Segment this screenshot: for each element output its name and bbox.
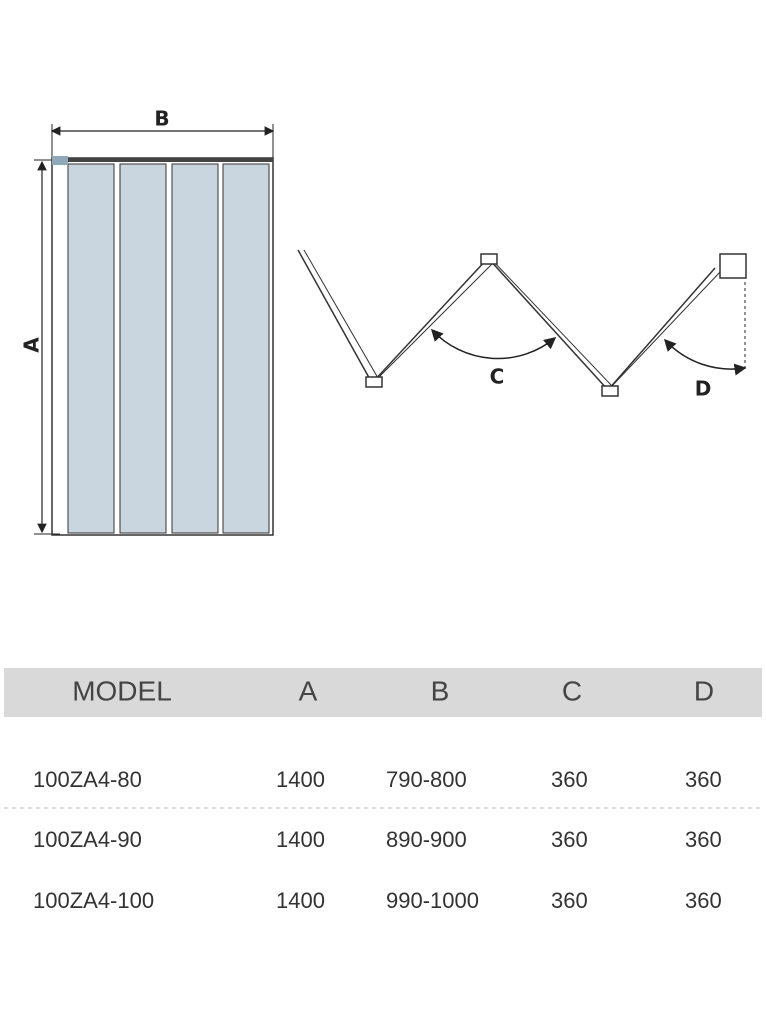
angle-arc-c xyxy=(430,328,557,360)
table-cell: 360 xyxy=(685,767,722,792)
header-cell: MODEL xyxy=(72,675,172,706)
label-c: C xyxy=(490,365,505,389)
header-cell: C xyxy=(562,675,582,706)
glass-panel xyxy=(222,163,270,534)
hinge xyxy=(365,376,383,388)
label-d: D xyxy=(695,377,712,401)
table-cell: 1400 xyxy=(276,827,325,852)
table-cell: 360 xyxy=(551,888,588,913)
table-cell: 100ZA4-80 xyxy=(33,767,142,792)
header-cell: B xyxy=(431,675,450,706)
table-cell: 790-800 xyxy=(386,767,467,792)
table-cell: 100ZA4-90 xyxy=(33,827,142,852)
glass-panel xyxy=(171,163,219,534)
table-cell: 890-900 xyxy=(386,827,467,852)
glass-panel xyxy=(67,163,115,534)
table-header-band xyxy=(4,668,762,717)
folded-panels xyxy=(303,249,721,387)
glass-panel xyxy=(119,163,167,534)
table-cell: 1400 xyxy=(276,767,325,792)
wall-bracket xyxy=(719,253,747,279)
table-cell: 360 xyxy=(685,888,722,913)
table-cell: 360 xyxy=(551,767,588,792)
top-view xyxy=(297,249,747,397)
table-cell: 1400 xyxy=(276,888,325,913)
label-b: B xyxy=(154,107,169,131)
folded-panels xyxy=(297,249,716,392)
table-cell: 100ZA4-100 xyxy=(33,888,154,913)
header-cell: D xyxy=(694,675,714,706)
table-cell: 360 xyxy=(685,827,722,852)
front-view: B A xyxy=(20,107,275,536)
hinge xyxy=(601,385,619,397)
table: MODEL A B C D 100ZA4-80 1400 790-800 360 360 100ZA… xyxy=(33,675,722,912)
header-cell: A xyxy=(299,675,318,706)
table-cell: 990-1000 xyxy=(386,888,479,913)
hinge xyxy=(480,253,498,265)
angle-arc-d xyxy=(663,338,747,376)
label-a: A xyxy=(20,337,44,353)
hinge xyxy=(52,156,68,165)
table-cell: 360 xyxy=(551,827,588,852)
